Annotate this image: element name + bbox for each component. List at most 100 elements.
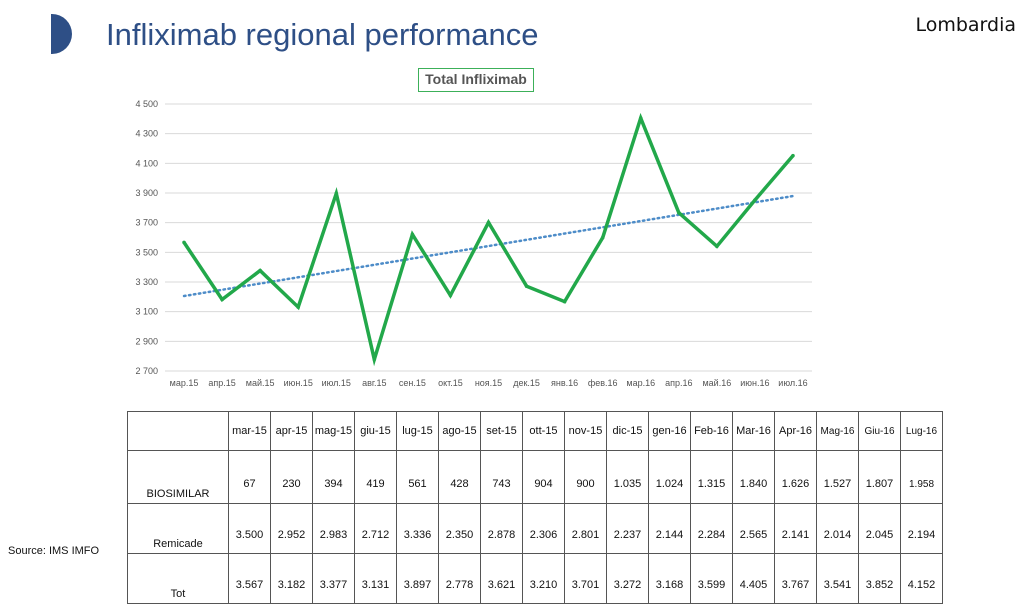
y-tick-label: 3 900 [135, 188, 158, 198]
table-cell: 3.500 [228, 503, 271, 554]
table-cell: 230 [270, 450, 313, 504]
chart-title: Total Infliximab [418, 68, 534, 92]
data-point [258, 268, 262, 273]
table-cell: 394 [312, 450, 355, 504]
column-header: gen-16 [648, 411, 691, 451]
grid-layer [165, 103, 812, 372]
table-cell: 1.035 [606, 450, 649, 504]
trend-layer [182, 194, 795, 298]
data-point [334, 191, 339, 196]
x-tick-label: июн.15 [284, 378, 313, 388]
table-cell: 2.045 [858, 503, 901, 554]
table-cell: 2.712 [354, 503, 397, 554]
y-tick-label: 3 300 [135, 277, 158, 287]
table-cell: 3.567 [228, 553, 271, 604]
y-axis-ticks: 2 700 2 900 3 100 3 300 3 500 3 700 3 900 4 100… [135, 99, 158, 376]
table-cell: 3.599 [690, 553, 733, 604]
y-tick-label: 3 100 [135, 307, 158, 317]
table-cell: 1.958 [900, 450, 943, 504]
table-cell: 3.852 [858, 553, 901, 604]
column-header: set-15 [480, 411, 523, 451]
data-point [638, 116, 643, 120]
data-point [524, 284, 529, 288]
data-point [562, 299, 567, 304]
table-cell: 3.897 [396, 553, 439, 604]
table-cell: 1.626 [774, 450, 817, 504]
column-header: lug-15 [396, 411, 439, 451]
source-note: Source: IMS IMFO [8, 545, 100, 557]
x-tick-label: апр.16 [665, 378, 692, 388]
data-table: mar-15 apr-15 mag-15 giu-15 lug-15 ago-15 set-… [127, 411, 943, 604]
y-tick-label: 4 100 [135, 158, 158, 168]
table-cell: 428 [438, 450, 481, 504]
region-label: Lombardia [915, 14, 1016, 36]
column-header: Giu-16 [858, 411, 901, 451]
series-line [182, 112, 795, 367]
table-cell: 2.194 [900, 503, 943, 554]
column-header: ott-15 [522, 411, 565, 451]
y-tick-label: 2 700 [135, 366, 158, 376]
table-cell: 2.141 [774, 503, 817, 554]
data-point [448, 293, 453, 298]
column-header: Lug-16 [900, 411, 943, 451]
x-tick-label: янв.16 [551, 378, 578, 388]
table-cell: 2.952 [270, 503, 313, 554]
table-cell: 1.527 [816, 450, 859, 504]
table-header-row: mar-15 apr-15 mag-15 giu-15 lug-15 ago-15 set-… [127, 411, 943, 451]
x-tick-label: июл.15 [322, 378, 351, 388]
table-cell: 3.701 [564, 553, 607, 604]
data-point [600, 235, 605, 240]
table-cell: 904 [522, 450, 565, 504]
x-tick-label: ноя.15 [475, 378, 502, 388]
x-tick-label: фев.16 [588, 378, 618, 388]
table-cell: 2.284 [690, 503, 733, 554]
table-cell: 1.024 [648, 450, 691, 504]
table-cell: 561 [396, 450, 439, 504]
row-label: BIOSIMILAR [127, 450, 229, 504]
x-tick-label: июл.16 [778, 378, 807, 388]
column-header: dic-15 [606, 411, 649, 451]
x-tick-label: окт.15 [438, 378, 463, 388]
data-point [676, 210, 681, 215]
column-header: mar-15 [228, 411, 271, 451]
table-cell: 419 [354, 450, 397, 504]
table-cell: 2.350 [438, 503, 481, 554]
y-tick-label: 2 900 [135, 336, 158, 346]
column-header: Mar-16 [732, 411, 775, 451]
table-cell: 67 [228, 450, 271, 504]
data-point [372, 357, 377, 362]
table-cell: 2.983 [312, 503, 355, 554]
table-cell: 4.152 [900, 553, 943, 604]
data-point [410, 232, 415, 237]
data-point [715, 244, 719, 249]
table-corner-cell [127, 411, 229, 451]
table-cell: 2.237 [606, 503, 649, 554]
table-cell: 2.778 [438, 553, 481, 604]
column-header: apr-15 [270, 411, 313, 451]
data-point [182, 240, 186, 245]
page-title: Infliximab regional performance [106, 17, 539, 52]
data-point [791, 153, 795, 158]
table-cell: 3.272 [606, 553, 649, 604]
table-cell: 3.621 [480, 553, 523, 604]
table-cell: 1.840 [732, 450, 775, 504]
table-cell: 900 [564, 450, 607, 504]
row-label: Tot [127, 553, 229, 604]
x-tick-label: авг.15 [362, 378, 386, 388]
table-cell: 3.210 [522, 553, 565, 604]
data-point [753, 198, 757, 202]
x-tick-label: май.15 [246, 378, 275, 388]
table-cell: 3.168 [648, 553, 691, 604]
y-tick-label: 3 700 [135, 218, 158, 228]
y-tick-label: 4 300 [135, 129, 158, 139]
y-tick-label: 3 500 [135, 247, 158, 257]
table-cell: 2.878 [480, 503, 523, 554]
table-cell: 2.014 [816, 503, 859, 554]
line-chart: 2 700 2 900 3 100 3 300 3 500 3 700 3 900 4 100… [135, 99, 812, 388]
column-header: Feb-16 [690, 411, 733, 451]
table-row-biosimilar: BIOSIMILAR 67 230 394 419 561 428 743 904 900 1.0… [127, 450, 943, 504]
x-tick-label: апр.15 [208, 378, 235, 388]
table-cell: 3.131 [354, 553, 397, 604]
series-layer [182, 112, 795, 367]
table-cell: 3.336 [396, 503, 439, 554]
